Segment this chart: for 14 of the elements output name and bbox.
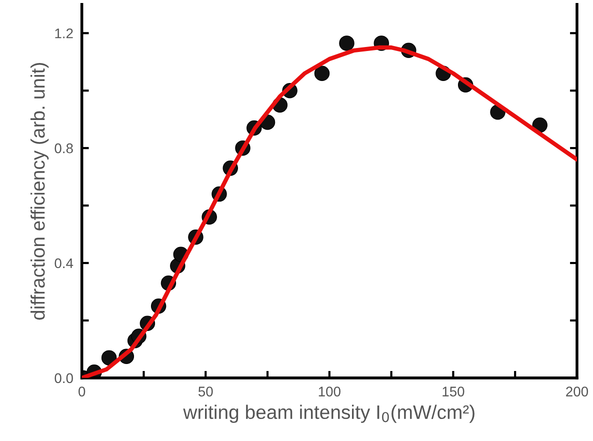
y-tick-label: 0.4 (54, 258, 74, 268)
y-tick-label: 0.0 (54, 373, 73, 384)
point (314, 66, 330, 81)
x-tick-label: 200 (566, 386, 588, 396)
x-tick-label: 50 (198, 386, 213, 396)
point (101, 350, 117, 366)
x-tick-label: 150 (442, 386, 464, 396)
x-axis-title: writing beam intensity I$_{0}$(mW/cm²) (183, 404, 474, 423)
point (339, 36, 354, 51)
y-axis-title: diffraction efficiency (arb. unit) (30, 63, 49, 320)
y-tick-label: 0.8 (54, 143, 73, 154)
x-tick-label: 100 (318, 386, 340, 396)
x-tick-label: 0 (78, 386, 86, 396)
y-tick-label: 1.2 (55, 28, 73, 38)
